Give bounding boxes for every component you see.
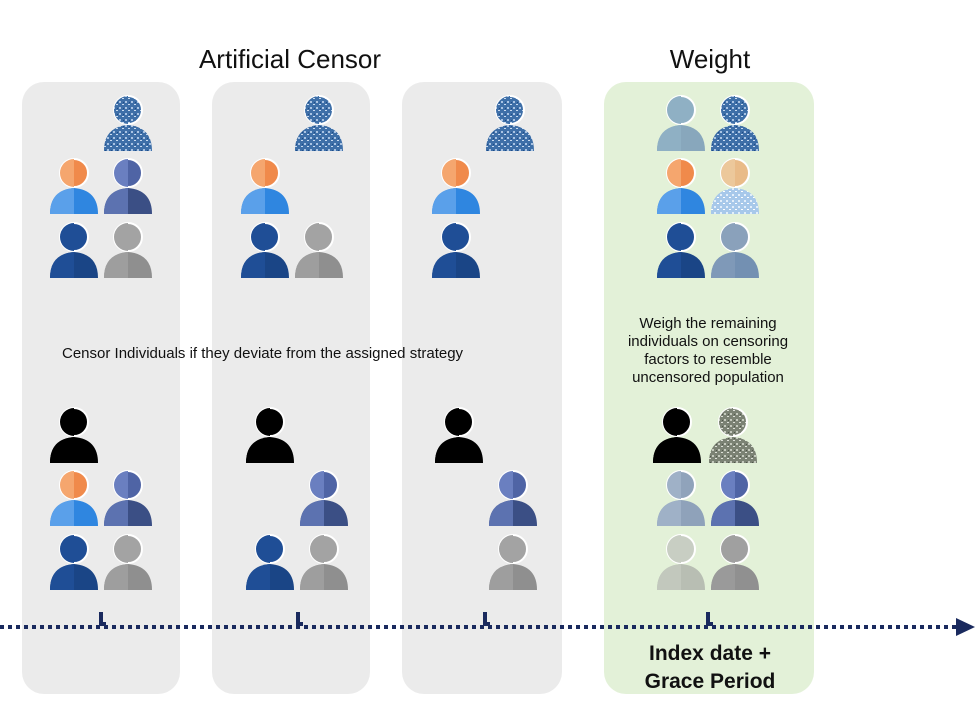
index-date-label: Index date + Grace Period [644, 642, 776, 693]
censor-note: Censor Individuals if they deviate from … [62, 345, 464, 362]
weight-heading: Weight [669, 44, 751, 74]
timeline-tick-1 [99, 612, 106, 626]
navy-person-icon [657, 222, 705, 278]
censor-panel-1 [22, 82, 180, 694]
timeline-tick-2 [296, 612, 303, 626]
speckled-blue-person-icon [486, 95, 534, 151]
orange-lightblue-person-icon [50, 158, 98, 214]
weigh-note: Weigh the remaining individuals on censo… [627, 315, 789, 386]
weight-panel [604, 82, 814, 694]
artificial-censor-heading: Artificial Censor [198, 44, 382, 74]
slate-blue-person-icon [300, 470, 348, 526]
orange-lightblue-person-icon [50, 470, 98, 526]
timeline-arrowhead [956, 618, 975, 636]
slate-blue-person-icon [104, 158, 152, 214]
orange-lightblue-person-icon [432, 158, 480, 214]
navy-person-icon [241, 222, 289, 278]
faded-navy-person-icon [711, 222, 759, 278]
black-person-icon [653, 407, 701, 463]
censor-panel-3 [402, 82, 562, 694]
orange-lightblue-person-icon [657, 158, 705, 214]
black-person-icon [50, 407, 98, 463]
timeline [0, 612, 975, 636]
navy-person-icon [50, 222, 98, 278]
faded-blue-person-icon [657, 95, 705, 151]
black-person-icon [246, 407, 294, 463]
slate-blue-person-icon [104, 470, 152, 526]
navy-person-icon [246, 534, 294, 590]
timeline-tick-3 [483, 612, 490, 626]
gray-person-icon [489, 534, 537, 590]
gray-person-icon [711, 534, 759, 590]
gray-person-icon [104, 534, 152, 590]
faded-slate-person-icon [657, 470, 705, 526]
faded-orange-person-icon [711, 158, 759, 214]
slate-blue-person-icon [489, 470, 537, 526]
navy-person-icon [432, 222, 480, 278]
faded-gray-person-icon [657, 534, 705, 590]
speckled-blue-person-icon [104, 95, 152, 151]
gray-person-icon [295, 222, 343, 278]
speckled-blue-person-icon [711, 95, 759, 151]
black-person-icon [435, 407, 483, 463]
speckled-blue-person-icon [295, 95, 343, 151]
speckled-gray-person-icon [709, 407, 757, 463]
timeline-tick-4 [706, 612, 713, 626]
gray-person-icon [104, 222, 152, 278]
slate-blue-person-icon [711, 470, 759, 526]
gray-person-icon [300, 534, 348, 590]
navy-person-icon [50, 534, 98, 590]
orange-lightblue-person-icon [241, 158, 289, 214]
censor-panel-2 [212, 82, 370, 694]
